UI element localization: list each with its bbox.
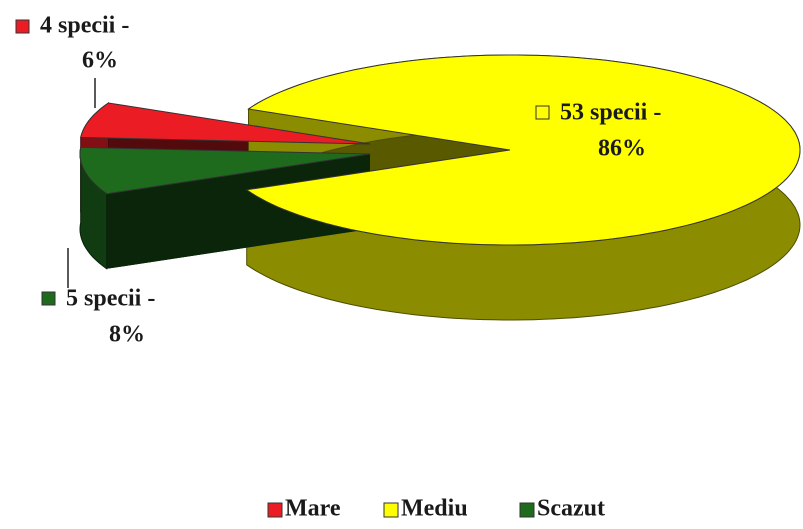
label-swatch xyxy=(41,291,56,306)
legend-swatch xyxy=(267,502,283,518)
data-label: 4 specii - xyxy=(40,13,129,39)
data-label: 6% xyxy=(82,48,118,74)
pie-slice xyxy=(80,102,371,145)
legend-swatch xyxy=(383,502,399,518)
data-label: 53 specii - xyxy=(560,100,661,126)
label-swatch xyxy=(535,105,550,120)
legend-swatch xyxy=(519,502,535,518)
legend-label: Scazut xyxy=(537,496,605,522)
legend-label: Mediu xyxy=(401,496,468,522)
data-label: 5 specii - xyxy=(66,286,155,312)
label-swatch xyxy=(15,19,30,34)
data-label: 86% xyxy=(598,136,646,162)
data-label: 8% xyxy=(109,322,145,348)
pie-slice xyxy=(245,54,801,246)
legend-label: Mare xyxy=(285,496,341,522)
pie-slice xyxy=(79,146,371,195)
